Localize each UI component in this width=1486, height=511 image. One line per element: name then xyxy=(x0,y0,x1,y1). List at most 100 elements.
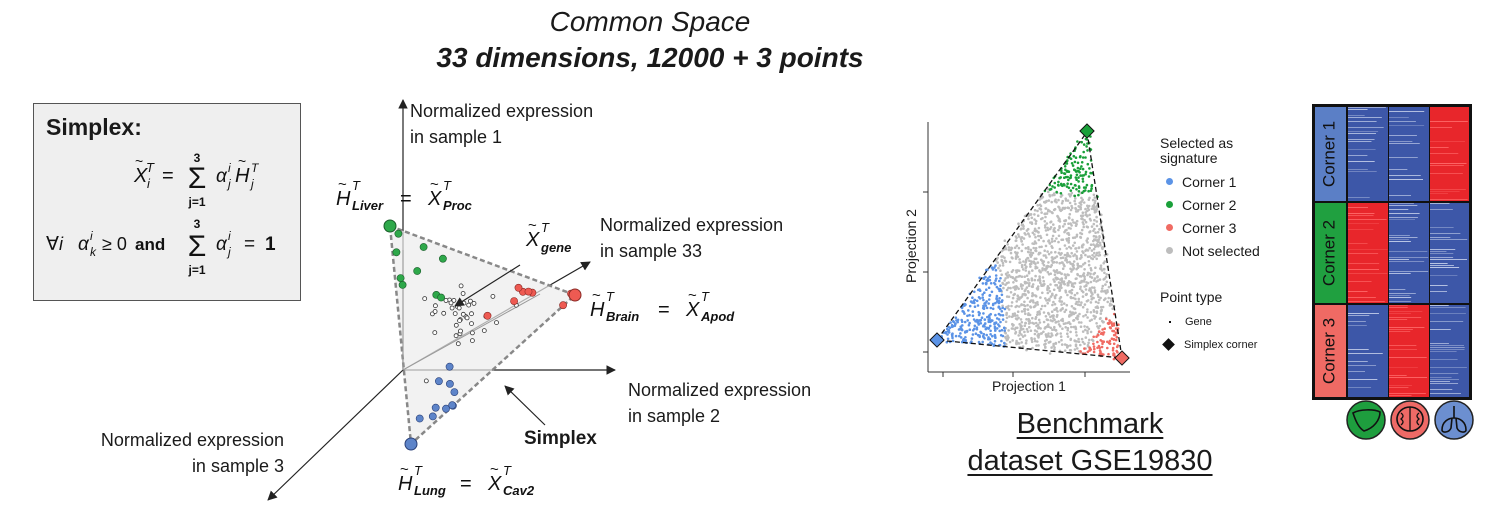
svg-text:T: T xyxy=(352,178,361,193)
not-selected-point xyxy=(1092,279,1096,282)
not-selected-point xyxy=(1079,236,1083,239)
not-selected-point xyxy=(1073,339,1076,342)
svg-text:X: X xyxy=(487,473,502,495)
not-selected-point xyxy=(1023,308,1027,311)
not-selected-point xyxy=(1071,244,1075,247)
not-selected-point xyxy=(1053,302,1057,306)
not-selected-point xyxy=(1058,206,1061,209)
not-selected-point xyxy=(1013,328,1017,331)
not-selected-point xyxy=(1094,199,1097,203)
not-selected-point xyxy=(1069,262,1072,265)
not-selected-point xyxy=(1016,314,1019,317)
not-selected-point xyxy=(1084,336,1088,339)
not-selected-point xyxy=(1101,321,1105,324)
corner1-point xyxy=(999,307,1002,311)
corner1-point xyxy=(997,299,1001,303)
corner1-point xyxy=(986,268,989,271)
corner1-point xyxy=(985,306,989,310)
not-selected-point xyxy=(1047,252,1051,256)
not-selected-point xyxy=(1024,269,1028,272)
not-selected-point xyxy=(1048,290,1052,293)
heatmap-streak xyxy=(1430,163,1467,164)
not-selected-point xyxy=(1053,325,1056,329)
not-selected-point xyxy=(1093,251,1096,255)
not-selected-point xyxy=(1046,325,1049,328)
svg-text:~: ~ xyxy=(338,176,347,193)
not-selected-point xyxy=(1036,278,1040,282)
not-selected-point xyxy=(1072,260,1076,263)
liver-point xyxy=(392,248,401,257)
heatmap-streak xyxy=(1389,203,1414,204)
lung-point xyxy=(428,412,437,421)
corner1-point xyxy=(964,303,967,306)
corner1-point xyxy=(993,281,996,285)
heatmap-streak xyxy=(1389,329,1413,330)
corner1-point xyxy=(989,329,992,333)
not-selected-point xyxy=(1023,275,1026,278)
not-selected-point xyxy=(1073,199,1076,203)
not-selected-point xyxy=(1100,269,1104,272)
corner2-point xyxy=(1075,188,1078,191)
corner3-point xyxy=(1116,344,1120,347)
not-selected-point xyxy=(1058,247,1062,251)
not-selected-point xyxy=(1058,297,1062,300)
corner3-point xyxy=(1103,327,1106,330)
corner2-point xyxy=(1069,182,1073,186)
not-selected-point xyxy=(1055,269,1059,272)
not-selected-point xyxy=(1022,260,1025,263)
not-selected-point xyxy=(1089,219,1092,222)
not-selected-point xyxy=(1005,274,1009,277)
not-selected-point xyxy=(1066,253,1070,256)
heatmap-streak xyxy=(1389,319,1408,320)
not-selected-point xyxy=(1050,237,1054,241)
corner3-point xyxy=(1093,347,1096,351)
not-selected-point xyxy=(1053,348,1056,351)
heatmap-streak xyxy=(1389,259,1409,260)
corner3-point xyxy=(1116,327,1120,330)
not-selected-point xyxy=(1099,316,1102,320)
gene-point xyxy=(469,311,474,317)
not-selected-point xyxy=(1013,288,1017,291)
not-selected-point xyxy=(1022,227,1025,230)
not-selected-point xyxy=(1061,238,1065,241)
not-selected-point xyxy=(1044,315,1048,318)
corner1-point xyxy=(983,291,986,294)
corner1-point xyxy=(977,319,981,322)
corner1-point xyxy=(994,301,997,305)
not-selected-point xyxy=(1052,314,1055,317)
not-selected-point xyxy=(1108,302,1112,306)
not-selected-point xyxy=(1061,199,1064,203)
not-selected-point xyxy=(1072,254,1075,258)
not-selected-point xyxy=(1033,339,1037,343)
not-selected-point xyxy=(1098,236,1101,239)
corner1-point xyxy=(975,299,979,303)
corner1-point xyxy=(997,323,1000,326)
not-selected-point xyxy=(1089,301,1093,304)
not-selected-point xyxy=(1077,300,1081,303)
corner1-point xyxy=(957,328,961,331)
corner1-point xyxy=(994,274,998,277)
not-selected-point xyxy=(1095,235,1098,239)
corner2-point xyxy=(1073,160,1077,164)
not-selected-point xyxy=(1107,285,1111,289)
heatmap-streak xyxy=(1389,209,1409,210)
not-selected-point xyxy=(1015,339,1018,343)
not-selected-point xyxy=(1045,222,1049,225)
not-selected-point xyxy=(1013,292,1016,296)
corner1-point xyxy=(989,312,992,316)
corner1-point xyxy=(954,316,958,319)
not-selected-point xyxy=(1038,310,1041,313)
not-selected-point xyxy=(1036,261,1040,264)
not-selected-point xyxy=(1099,305,1103,309)
not-selected-point xyxy=(1015,300,1018,303)
heatmap-streak xyxy=(1348,249,1388,250)
scatter-simplex xyxy=(935,130,1123,359)
not-selected-point xyxy=(1023,280,1027,284)
not-selected-point xyxy=(1031,292,1034,295)
not-selected-point xyxy=(1056,271,1059,275)
heatmap-streak xyxy=(1389,217,1418,218)
not-selected-point xyxy=(1079,257,1082,260)
not-selected-point xyxy=(1052,223,1055,226)
not-selected-point xyxy=(1054,250,1057,254)
corner2-point xyxy=(1079,167,1082,170)
